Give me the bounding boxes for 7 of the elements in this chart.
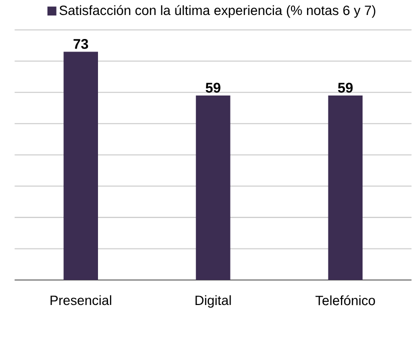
data-label: 73: [74, 38, 88, 49]
legend-label: Satisfacción con la última experiencia (% notas 6 y 7): [60, 4, 376, 18]
x-tick-label: Presencial: [50, 295, 112, 305]
x-tick-label: Digital: [196, 295, 231, 308]
data-label: 59: [206, 82, 220, 93]
x-tick-label: Telefónico: [316, 295, 375, 306]
data-label: 59: [338, 82, 353, 93]
